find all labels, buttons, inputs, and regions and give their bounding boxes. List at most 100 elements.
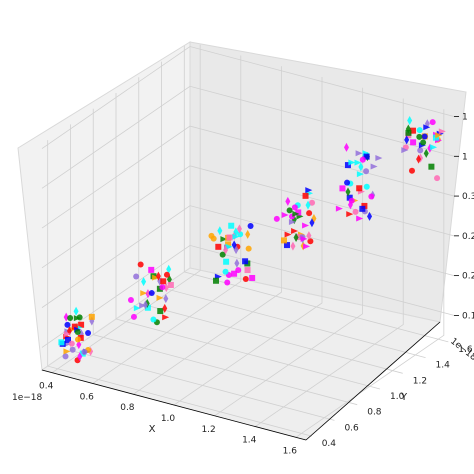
data-point — [407, 115, 413, 125]
data-point — [69, 346, 76, 353]
data-point — [141, 277, 147, 287]
data-point — [139, 302, 147, 309]
x-tick-labels: 0.4 0.6 0.8 1.0 1.2 1.4 1.6 — [39, 382, 297, 457]
data-point — [156, 294, 164, 301]
data-point — [77, 334, 84, 341]
x-tick-label: 0.6 — [80, 392, 95, 402]
data-point — [359, 205, 366, 212]
data-point — [67, 314, 74, 321]
data-point — [223, 258, 230, 265]
z-tick-label: 1 — [462, 152, 468, 162]
data-point — [63, 348, 71, 355]
y-grid-line — [183, 45, 449, 343]
data-point — [359, 156, 366, 163]
data-point — [148, 290, 155, 297]
y-tick-label: 1.2 — [413, 376, 427, 386]
data-point — [409, 127, 416, 134]
data-point — [234, 258, 240, 268]
data-point — [220, 236, 228, 243]
data-point — [163, 283, 169, 293]
data-point — [358, 162, 364, 172]
data-point — [144, 304, 151, 311]
data-point — [438, 128, 446, 135]
z-tick-label: 0.2 — [462, 232, 474, 242]
z-grid-line — [41, 205, 455, 308]
data-point — [290, 241, 296, 251]
data-point — [210, 235, 217, 242]
data-point — [295, 209, 302, 216]
data-point — [152, 274, 160, 281]
y-grid-line — [92, 108, 358, 406]
data-point — [435, 132, 443, 139]
data-point — [58, 339, 65, 346]
data-point — [345, 187, 351, 197]
z-grid-line — [41, 85, 455, 189]
y-axis-line — [305, 321, 441, 441]
data-point — [222, 268, 229, 275]
data-point — [68, 340, 75, 347]
data-point — [63, 312, 69, 322]
data-point — [367, 211, 373, 221]
data-point — [375, 155, 383, 162]
data-point — [368, 193, 375, 200]
data-point — [223, 245, 229, 255]
data-point — [74, 336, 81, 343]
data-point — [288, 218, 296, 225]
data-point — [71, 323, 78, 330]
x-tick-label: 0.8 — [120, 403, 135, 413]
data-point — [307, 238, 314, 245]
data-point — [344, 162, 351, 169]
data-point — [416, 127, 423, 134]
data-point — [226, 234, 233, 241]
data-point — [242, 276, 249, 283]
data-point — [228, 222, 235, 229]
x-grid-line — [92, 55, 242, 384]
data-point — [65, 336, 72, 343]
y-grid-line — [47, 140, 312, 437]
data-point — [285, 196, 291, 206]
data-point — [237, 231, 244, 238]
data-point — [356, 185, 363, 192]
data-point — [370, 163, 378, 170]
y-tick-labels: 0.4 0.6 0.8 1.0 1.2 1.4 1.6 — [322, 345, 473, 449]
data-point — [280, 237, 287, 244]
data-point — [363, 168, 370, 175]
data-point — [233, 227, 239, 237]
data-point — [283, 242, 290, 249]
data-point — [155, 271, 161, 281]
data-point — [302, 222, 310, 229]
y-tick-label: 0.4 — [322, 439, 337, 449]
y-tick-label: 1.4 — [436, 361, 451, 371]
x-grid-line — [255, 98, 404, 427]
data-point — [410, 139, 417, 146]
data-point — [417, 147, 424, 154]
data-point — [81, 348, 88, 355]
data-point — [217, 226, 223, 236]
data-point — [213, 277, 220, 284]
data-point — [292, 210, 300, 217]
x-axis-line — [41, 369, 307, 441]
x-grid-line — [214, 87, 364, 417]
data-point — [348, 159, 356, 166]
data-point — [309, 218, 315, 228]
data-point — [163, 271, 170, 278]
data-point — [293, 232, 299, 242]
data-point — [78, 321, 85, 328]
data-point — [335, 205, 343, 212]
data-point — [363, 153, 370, 160]
data-point — [302, 192, 309, 199]
x-tick-label: 1.0 — [161, 414, 176, 424]
data-point — [423, 148, 429, 158]
data-point — [352, 208, 359, 215]
data-point — [162, 314, 170, 321]
data-point — [167, 281, 174, 288]
y-tick-label: 1.0 — [390, 392, 405, 402]
data-point — [305, 187, 313, 194]
data-point — [225, 243, 233, 250]
data-point — [408, 167, 415, 174]
data-point — [363, 183, 370, 190]
data-point — [303, 243, 311, 250]
data-point — [434, 175, 441, 182]
data-point — [404, 135, 410, 145]
